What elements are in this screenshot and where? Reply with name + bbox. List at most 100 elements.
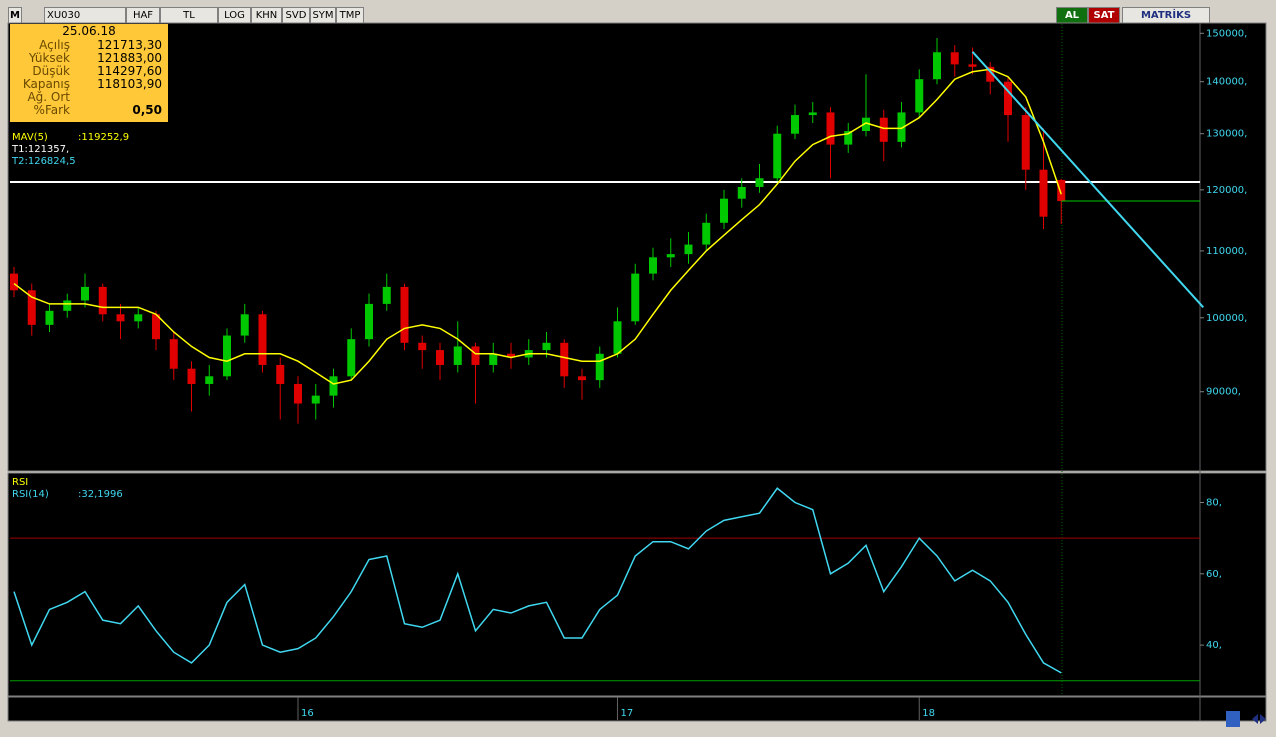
info-box: 25.06.18 Açılış 121713,30 Yüksek 121883,00… — [10, 24, 168, 122]
candle-body — [471, 346, 480, 365]
y-tick-label: 140000, — [1206, 77, 1247, 88]
y-tick-label: 100000, — [1206, 313, 1247, 324]
candle-body — [63, 300, 72, 311]
price-panel — [7, 22, 1267, 472]
candle-body — [489, 353, 498, 365]
info-date: 25.06.18 — [62, 24, 116, 38]
trend-line — [971, 51, 1204, 309]
candle-body — [542, 342, 551, 351]
candle-body — [27, 290, 36, 325]
scroll-right[interactable] — [1260, 714, 1266, 724]
candle-body — [187, 368, 196, 384]
toolbar-button[interactable]: SYM — [310, 7, 336, 24]
info-label: Kapanış — [22, 77, 70, 91]
candle-body — [879, 117, 888, 142]
candle-body — [382, 286, 391, 304]
legend-readout: :119252,9 — [78, 132, 129, 143]
candle-body — [453, 346, 462, 365]
candle-body — [915, 79, 924, 113]
rsi-panel — [7, 472, 1267, 697]
scroll-left[interactable] — [1252, 714, 1258, 724]
candle-body — [720, 198, 728, 223]
candle-body — [791, 115, 799, 134]
info-label: %Fark — [33, 103, 70, 117]
candle-body — [649, 257, 657, 274]
legend-name: T2:126824,5 — [11, 156, 76, 167]
x-tick-label: 18 — [922, 708, 935, 719]
candle-body — [968, 64, 977, 67]
candle-body — [205, 376, 214, 384]
candle-body — [276, 364, 285, 384]
candle-body — [862, 117, 870, 132]
x-tick-label: 16 — [301, 708, 314, 719]
candle-body — [755, 178, 764, 187]
candle-body — [1039, 169, 1048, 217]
candle-body — [507, 353, 515, 358]
legend-readout: :32,1996 — [78, 489, 123, 500]
y-tick-label: 90000, — [1206, 387, 1241, 398]
info-value: 118103,90 — [97, 77, 162, 91]
info-label: Açılış — [39, 38, 70, 52]
candle-body — [595, 353, 604, 381]
candle-body — [666, 254, 675, 258]
panel-title: RSI — [12, 477, 28, 488]
candle-body — [134, 314, 143, 322]
candle-body — [826, 112, 835, 145]
candle-body — [152, 314, 160, 340]
candle-body — [613, 321, 622, 354]
candle-body — [684, 244, 693, 255]
candle-body — [311, 395, 320, 404]
candle-body — [986, 66, 995, 82]
candle-body — [702, 222, 711, 245]
legend-name: MAV(5) — [12, 132, 48, 143]
candle-body — [169, 339, 178, 369]
y-tick-label: 130000, — [1206, 129, 1247, 140]
info-label: Düşük — [32, 64, 70, 78]
candle-body — [950, 52, 959, 65]
candle-body — [897, 112, 906, 142]
info-value: 114297,60 — [97, 64, 162, 78]
x-tick-label: 17 — [621, 708, 634, 719]
candle-body — [1004, 81, 1012, 116]
y-tick-label: 120000, — [1206, 185, 1247, 196]
candle-body — [933, 52, 941, 80]
candle-body — [418, 342, 427, 351]
info-value: 121713,30 — [97, 38, 162, 52]
candle-body — [1021, 115, 1030, 170]
candle-body — [844, 131, 853, 145]
candle-body — [294, 383, 302, 404]
candle-body — [737, 186, 746, 199]
candle-body — [347, 339, 356, 377]
candle-body — [436, 350, 444, 365]
candle-body — [631, 273, 640, 322]
legend-name: RSI(14) — [12, 489, 49, 500]
info-label: Ağ. Ort — [27, 90, 70, 104]
candle-body — [560, 342, 569, 377]
y-tick-label: 80, — [1206, 498, 1222, 509]
candle-body — [808, 112, 817, 116]
candle-body — [1057, 179, 1066, 202]
info-label: Yüksek — [28, 51, 70, 65]
y-tick-label: 150000, — [1206, 28, 1247, 39]
candle-body — [773, 133, 782, 179]
candle-body — [45, 310, 54, 325]
series-line — [13, 487, 1062, 674]
candle-body — [98, 286, 107, 315]
candle-body — [116, 314, 125, 322]
refresh-icon[interactable] — [1226, 711, 1240, 727]
candle-body — [258, 314, 267, 365]
candle-body — [223, 335, 231, 377]
y-tick-label: 60, — [1206, 569, 1222, 580]
time-axis — [7, 696, 1267, 722]
series-line — [13, 68, 1062, 385]
info-value: 0,50 — [132, 103, 162, 117]
candle-body — [329, 376, 338, 396]
candle-body — [10, 273, 18, 291]
candle-body — [400, 286, 409, 343]
toolbar-button[interactable]: TMP — [336, 7, 364, 24]
candle-body — [365, 303, 373, 340]
info-value: 121883,00 — [97, 51, 162, 65]
candle-body — [578, 376, 586, 381]
